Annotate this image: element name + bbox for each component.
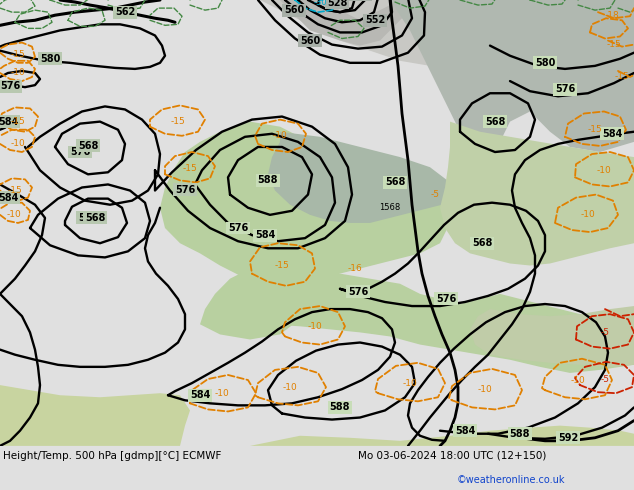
Text: -10: -10 (571, 375, 585, 385)
Text: 584: 584 (602, 129, 622, 139)
Polygon shape (380, 0, 634, 157)
Text: -15: -15 (183, 164, 197, 173)
Polygon shape (440, 122, 634, 266)
Text: 576: 576 (348, 287, 368, 297)
Text: -15: -15 (171, 117, 185, 126)
Polygon shape (200, 266, 310, 340)
Text: 1568: 1568 (379, 203, 401, 212)
Text: -15: -15 (614, 72, 630, 80)
Text: 576: 576 (555, 84, 575, 94)
Text: ©weatheronline.co.uk: ©weatheronline.co.uk (456, 475, 565, 485)
Text: 562: 562 (115, 7, 135, 17)
Text: 568: 568 (385, 177, 405, 187)
Text: -10: -10 (283, 383, 297, 392)
Text: 584: 584 (0, 117, 18, 126)
Text: 584: 584 (255, 230, 275, 240)
Text: 568: 568 (85, 213, 105, 223)
Polygon shape (0, 385, 634, 446)
Text: 588: 588 (510, 429, 530, 439)
Text: -15: -15 (11, 117, 25, 126)
Text: -10: -10 (597, 166, 611, 175)
Text: Height/Temp. 500 hPa [gdmp][°C] ECMWF: Height/Temp. 500 hPa [gdmp][°C] ECMWF (3, 451, 221, 461)
Text: -5: -5 (600, 374, 609, 384)
Text: -10: -10 (11, 69, 25, 77)
Text: -15: -15 (607, 40, 621, 49)
Text: -15: -15 (11, 50, 25, 59)
Polygon shape (280, 0, 420, 46)
Polygon shape (178, 152, 240, 215)
Text: -10: -10 (11, 139, 25, 148)
Text: 576: 576 (70, 147, 90, 157)
Text: 588: 588 (258, 175, 278, 185)
Polygon shape (210, 152, 265, 218)
Text: 592: 592 (558, 433, 578, 443)
Text: -15: -15 (588, 125, 602, 134)
Text: 560: 560 (300, 36, 320, 46)
Text: 576: 576 (228, 223, 248, 233)
Text: 576: 576 (78, 213, 98, 223)
Text: -10: -10 (307, 322, 322, 331)
Polygon shape (160, 122, 450, 286)
Text: 584: 584 (455, 426, 476, 436)
Text: 588: 588 (330, 402, 350, 413)
Text: -10: -10 (581, 210, 595, 220)
Text: 568: 568 (472, 238, 492, 248)
Polygon shape (240, 266, 634, 373)
Text: 576: 576 (175, 185, 195, 195)
Polygon shape (470, 306, 634, 367)
Text: -15: -15 (275, 261, 289, 270)
Polygon shape (0, 0, 634, 101)
Text: -18: -18 (605, 11, 619, 20)
Text: 568: 568 (485, 117, 505, 126)
Text: -30: -30 (313, 0, 327, 6)
Text: 584: 584 (0, 193, 18, 202)
Text: -16: -16 (347, 264, 363, 273)
Text: 580: 580 (535, 58, 555, 68)
Text: -5: -5 (600, 328, 609, 337)
Polygon shape (268, 132, 460, 223)
Text: -10: -10 (477, 385, 493, 393)
Text: 552: 552 (365, 15, 385, 25)
Text: 568: 568 (78, 141, 98, 151)
Text: 576: 576 (0, 81, 20, 91)
Text: -10: -10 (403, 379, 417, 388)
Text: -10: -10 (6, 210, 22, 220)
Text: -10: -10 (273, 131, 287, 140)
Text: -5: -5 (430, 190, 439, 199)
Text: 584: 584 (190, 390, 210, 400)
Text: 576: 576 (436, 294, 456, 304)
Text: 528: 528 (327, 0, 347, 8)
Text: -10: -10 (215, 389, 230, 398)
Text: -15: -15 (8, 186, 22, 195)
Text: 560: 560 (284, 5, 304, 15)
Text: Mo 03-06-2024 18:00 UTC (12+150): Mo 03-06-2024 18:00 UTC (12+150) (358, 451, 547, 461)
Text: 580: 580 (40, 54, 60, 64)
